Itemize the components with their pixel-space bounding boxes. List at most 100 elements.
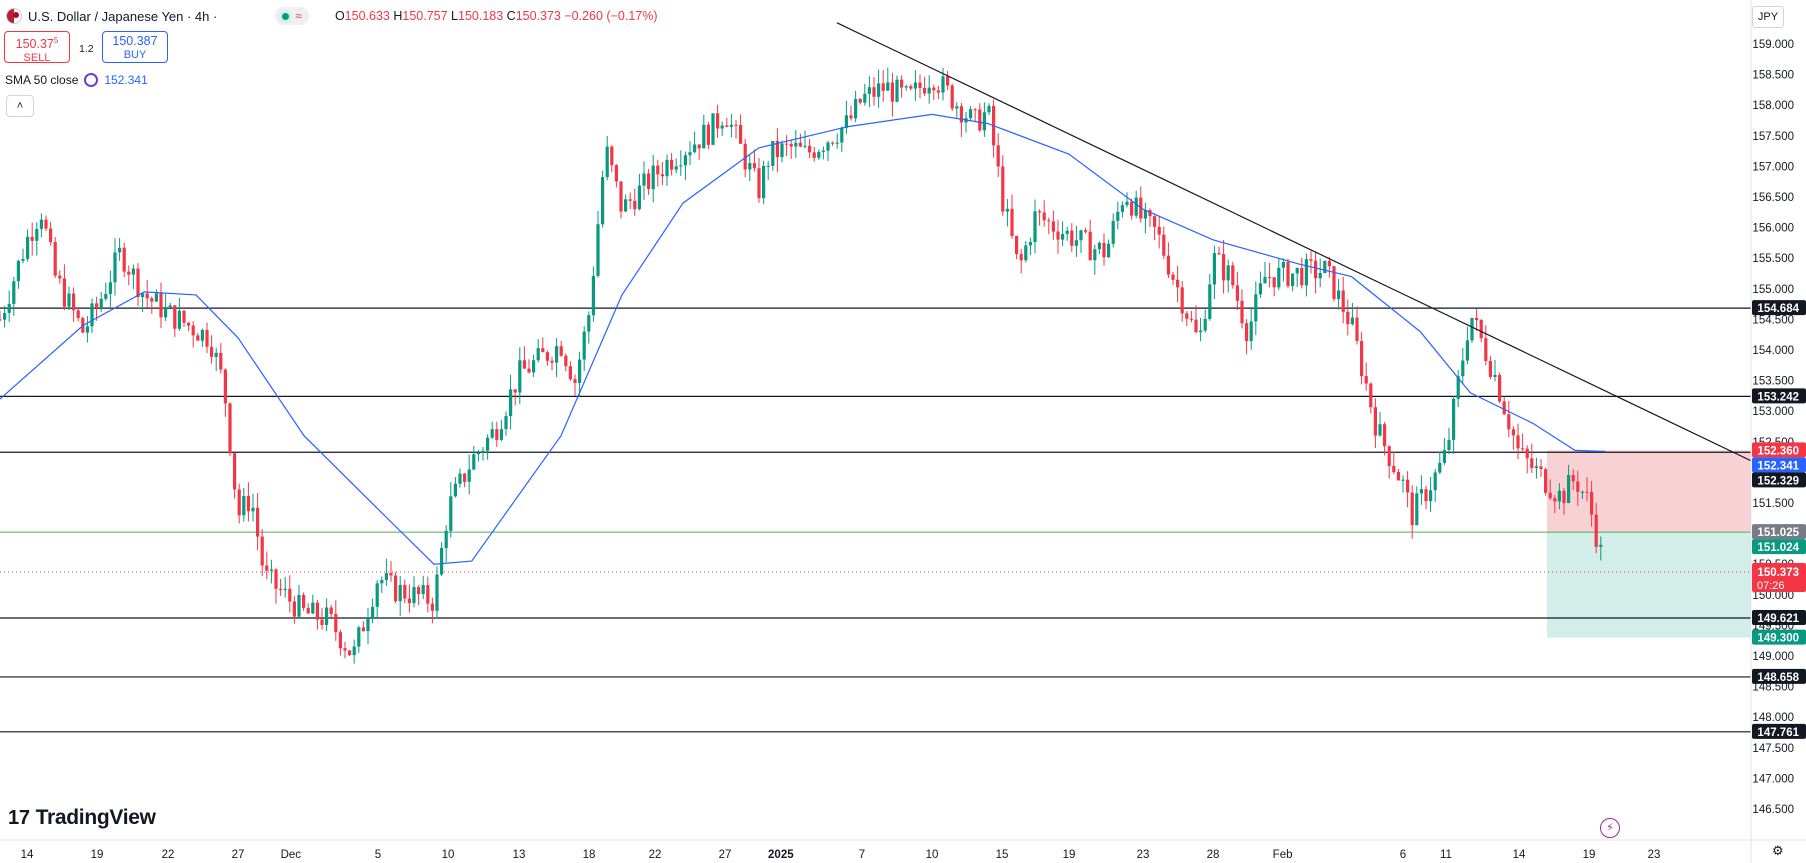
candle-body bbox=[1010, 208, 1014, 236]
sell-price-pip: 5 bbox=[53, 36, 59, 45]
candle-body bbox=[835, 142, 839, 144]
candle-body bbox=[610, 146, 614, 166]
candle-body bbox=[670, 159, 674, 170]
lightning-icon[interactable]: ⚡ bbox=[1600, 818, 1620, 838]
candle-body bbox=[490, 429, 494, 438]
horizontal-levels bbox=[0, 307, 1751, 733]
price-tick-label: 157.500 bbox=[1752, 131, 1794, 143]
sell-button[interactable]: 150.375 SELL bbox=[4, 31, 70, 64]
candle-body bbox=[1185, 313, 1189, 319]
price-tick-label: 154.000 bbox=[1752, 345, 1794, 357]
price-tick-label: 159.000 bbox=[1752, 39, 1794, 51]
time-tick-label: 22 bbox=[162, 849, 175, 861]
candle-body bbox=[1378, 424, 1382, 436]
candle-body bbox=[1548, 492, 1552, 499]
candle-body bbox=[1539, 466, 1543, 470]
time-tick-label: Feb bbox=[1273, 849, 1293, 861]
candle-body bbox=[237, 489, 241, 516]
candle-body bbox=[789, 143, 793, 147]
candle-body bbox=[292, 601, 296, 617]
collapse-legend-button[interactable]: ˄ bbox=[6, 95, 34, 117]
price-tick-label: 151.500 bbox=[1752, 498, 1794, 510]
candle-body bbox=[1429, 490, 1433, 502]
candle-body bbox=[1272, 277, 1276, 288]
sma-value: 152.341 bbox=[104, 73, 148, 87]
candle-body bbox=[1521, 448, 1525, 450]
price-tag-label: 151.025 bbox=[1757, 527, 1799, 539]
candle-body bbox=[1019, 254, 1023, 261]
ohlc-readout: O150.633 H150.757 L150.183 C150.373 −0.2… bbox=[335, 9, 658, 23]
countdown-label: 07:26 bbox=[1757, 580, 1785, 592]
candle-body bbox=[223, 369, 227, 404]
candle-body bbox=[297, 595, 301, 617]
candle-body bbox=[1093, 249, 1097, 261]
descending-trendline bbox=[836, 22, 1752, 462]
candle-body bbox=[955, 106, 959, 109]
candle-body bbox=[1314, 260, 1318, 279]
symbol-header[interactable]: U.S. Dollar / Japanese Yen · 4h · ≈ O150… bbox=[6, 6, 658, 26]
candle-body bbox=[187, 322, 191, 326]
candle-body bbox=[1585, 491, 1589, 493]
candle-body bbox=[1001, 166, 1005, 212]
candle-body bbox=[771, 140, 775, 166]
candle-body bbox=[12, 281, 16, 304]
candle-body bbox=[49, 228, 53, 243]
candle-body bbox=[1194, 319, 1198, 333]
candle-body bbox=[481, 450, 485, 453]
candle-body bbox=[371, 606, 375, 619]
candle-body bbox=[145, 293, 149, 299]
price-labels: 154.684 153.242 152.360 152.341 152.329 151.0… bbox=[1752, 300, 1806, 739]
candle-body bbox=[798, 142, 802, 147]
candle-body bbox=[890, 82, 894, 102]
candle-body bbox=[619, 181, 623, 212]
candle-body bbox=[246, 495, 250, 512]
change-value: −0.260 (−0.17%) bbox=[564, 9, 658, 23]
candle-body bbox=[1300, 267, 1304, 286]
candle-body bbox=[1438, 462, 1442, 473]
price-tick-label: 158.000 bbox=[1752, 100, 1794, 112]
candle-body bbox=[1383, 424, 1387, 447]
candle-body bbox=[564, 355, 568, 367]
candle-body bbox=[1226, 265, 1230, 281]
candle-body bbox=[1162, 234, 1166, 256]
tradingview-logo[interactable]: 17 TradingView bbox=[8, 806, 156, 830]
buy-button[interactable]: 150.387 BUY bbox=[102, 31, 168, 63]
gear-icon[interactable]: ⚙ bbox=[1772, 843, 1784, 858]
price-tick-label: 155.000 bbox=[1752, 284, 1794, 296]
market-status-pill[interactable]: ≈ bbox=[275, 7, 309, 25]
candle-body bbox=[927, 87, 931, 94]
candle-body bbox=[1433, 472, 1437, 491]
candle-body bbox=[633, 200, 637, 210]
candle-body bbox=[614, 165, 618, 182]
time-tick-label: 10 bbox=[926, 849, 939, 861]
candle-body bbox=[458, 473, 462, 484]
candle-body bbox=[449, 496, 453, 531]
candle-body bbox=[159, 293, 163, 318]
candle-body bbox=[3, 312, 7, 320]
candle-body bbox=[734, 124, 738, 126]
sma50-line bbox=[0, 113, 1606, 565]
time-tick-label: 14 bbox=[1513, 849, 1526, 861]
candle-body bbox=[900, 79, 904, 88]
candle-body bbox=[30, 236, 34, 241]
spread-value: 1.2 bbox=[79, 43, 94, 55]
price-tag bbox=[1752, 668, 1806, 684]
candle-body bbox=[1387, 446, 1391, 466]
sma-legend[interactable]: SMA 50 close 152.341 bbox=[5, 73, 148, 87]
currency-unit-button[interactable]: JPY bbox=[1752, 6, 1784, 28]
candle-body bbox=[440, 548, 444, 575]
candle-body bbox=[656, 165, 660, 175]
candle-body bbox=[1056, 231, 1060, 240]
price-tag bbox=[1752, 539, 1806, 555]
candle-body bbox=[274, 569, 278, 589]
candle-body bbox=[1337, 290, 1341, 299]
candle-body bbox=[693, 144, 697, 153]
candle-body bbox=[131, 268, 135, 275]
candle-body bbox=[1143, 210, 1147, 219]
candle-body bbox=[522, 360, 526, 369]
price-tick-label: 146.500 bbox=[1752, 804, 1794, 816]
candle-body bbox=[1130, 201, 1134, 216]
symbol-title[interactable]: U.S. Dollar / Japanese Yen · 4h · bbox=[28, 8, 218, 24]
candle-body bbox=[752, 163, 756, 169]
